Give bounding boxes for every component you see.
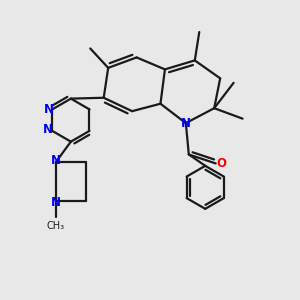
Text: CH₃: CH₃ xyxy=(47,221,65,231)
Text: N: N xyxy=(51,196,61,209)
Text: N: N xyxy=(43,123,53,136)
Text: N: N xyxy=(181,117,191,130)
Text: N: N xyxy=(44,103,54,116)
Text: N: N xyxy=(51,154,61,167)
Text: O: O xyxy=(216,157,226,170)
